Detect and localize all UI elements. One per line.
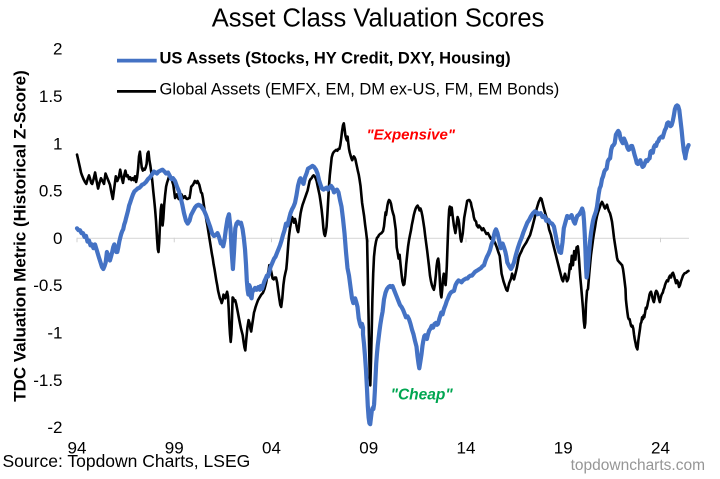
svg-text:24: 24 (651, 438, 670, 457)
svg-text:Asset Class Valuation Scores: Asset Class Valuation Scores (212, 5, 545, 33)
svg-text:"Expensive": "Expensive" (367, 126, 456, 143)
svg-text:-0.5: -0.5 (33, 276, 62, 295)
svg-text:-1.5: -1.5 (33, 371, 62, 390)
svg-text:1: 1 (53, 134, 62, 153)
svg-text:19: 19 (554, 438, 573, 457)
svg-text:99: 99 (165, 438, 184, 457)
svg-text:04: 04 (262, 438, 281, 457)
svg-text:Global Assets (EMFX, EM, DM ex: Global Assets (EMFX, EM, DM ex-US, FM, E… (160, 81, 560, 99)
svg-text:0.5: 0.5 (39, 182, 63, 201)
svg-text:09: 09 (359, 438, 378, 457)
svg-text:-1: -1 (47, 324, 62, 343)
svg-text:1.5: 1.5 (39, 87, 63, 106)
svg-text:2: 2 (53, 40, 62, 59)
svg-text:-2: -2 (47, 418, 62, 437)
svg-text:TDC Valuation Metric (Historic: TDC Valuation Metric (Historical Z-Score… (11, 70, 30, 402)
svg-text:Source: Topdown Charts, LSEG: Source: Topdown Charts, LSEG (3, 451, 251, 471)
svg-text:94: 94 (68, 438, 87, 457)
svg-text:14: 14 (457, 438, 476, 457)
svg-text:topdowncharts.com: topdowncharts.com (571, 457, 705, 474)
svg-text:0: 0 (53, 229, 62, 248)
svg-text:US Assets (Stocks, HY Credit,: US Assets (Stocks, HY Credit, DXY, Housi… (160, 50, 511, 68)
svg-text:"Cheap": "Cheap" (391, 387, 454, 404)
